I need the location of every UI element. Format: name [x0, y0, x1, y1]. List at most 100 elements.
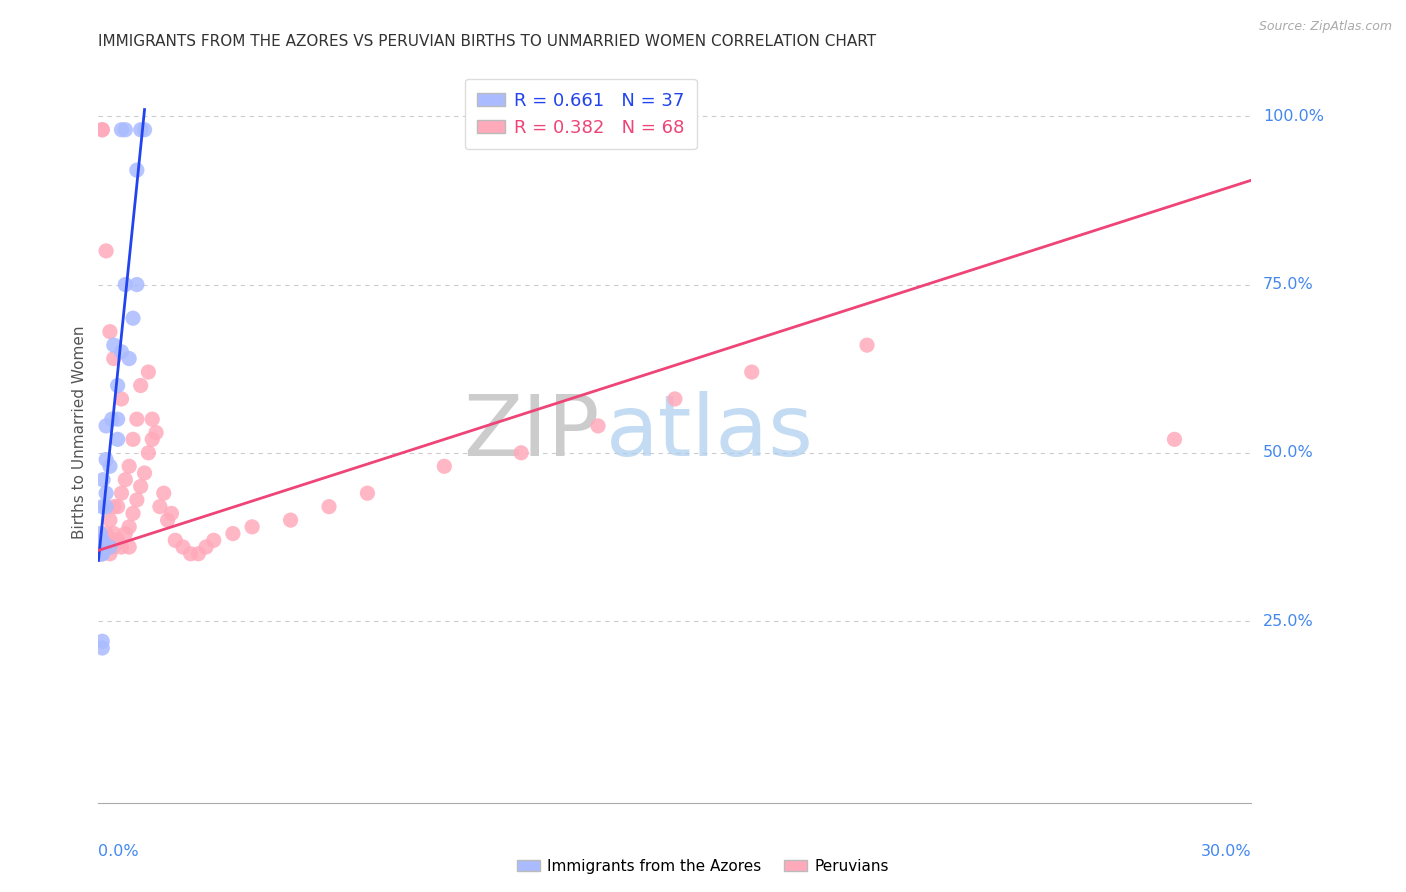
- Point: [134, 466, 156, 480]
- Point: [433, 459, 456, 474]
- Point: [103, 533, 125, 548]
- Point: [98, 459, 121, 474]
- Point: [152, 486, 174, 500]
- Point: [89, 526, 111, 541]
- Point: [125, 277, 148, 292]
- Point: [118, 520, 141, 534]
- Point: [89, 540, 111, 554]
- Point: [141, 412, 163, 426]
- Point: [160, 507, 183, 521]
- Point: [98, 547, 121, 561]
- Point: [94, 526, 117, 541]
- Point: [510, 446, 533, 460]
- Text: 0.0%: 0.0%: [98, 844, 139, 858]
- Text: IMMIGRANTS FROM THE AZORES VS PERUVIAN BIRTHS TO UNMARRIED WOMEN CORRELATION CHA: IMMIGRANTS FROM THE AZORES VS PERUVIAN B…: [98, 34, 876, 49]
- Point: [107, 500, 129, 514]
- Point: [125, 163, 148, 178]
- Point: [187, 547, 209, 561]
- Point: [93, 540, 115, 554]
- Point: [103, 338, 125, 352]
- Point: [90, 533, 112, 548]
- Point: [98, 325, 121, 339]
- Point: [94, 540, 117, 554]
- Point: [91, 500, 114, 514]
- Point: [91, 547, 114, 561]
- Point: [98, 540, 121, 554]
- Point: [134, 122, 156, 136]
- Point: [101, 412, 124, 426]
- Point: [195, 540, 218, 554]
- Point: [165, 533, 187, 548]
- Text: 25.0%: 25.0%: [1263, 614, 1313, 629]
- Point: [586, 418, 609, 433]
- Point: [1163, 433, 1185, 447]
- Point: [202, 533, 225, 548]
- Point: [122, 507, 145, 521]
- Point: [103, 500, 125, 514]
- Point: [98, 540, 121, 554]
- Text: atlas: atlas: [606, 391, 814, 475]
- Point: [356, 486, 378, 500]
- Point: [91, 540, 114, 554]
- Point: [91, 547, 114, 561]
- Point: [129, 479, 152, 493]
- Point: [149, 500, 172, 514]
- Point: [125, 492, 148, 507]
- Point: [94, 540, 117, 554]
- Point: [110, 486, 132, 500]
- Point: [107, 533, 129, 548]
- Point: [89, 547, 111, 561]
- Point: [125, 412, 148, 426]
- Point: [89, 547, 111, 561]
- Text: 100.0%: 100.0%: [1263, 109, 1324, 124]
- Point: [856, 338, 879, 352]
- Point: [138, 365, 160, 379]
- Point: [89, 547, 111, 561]
- Point: [89, 533, 111, 548]
- Y-axis label: Births to Unmarried Women: Births to Unmarried Women: [72, 326, 87, 540]
- Point: [91, 540, 114, 554]
- Point: [94, 418, 117, 433]
- Point: [122, 433, 145, 447]
- Point: [129, 122, 152, 136]
- Point: [118, 351, 141, 366]
- Point: [98, 513, 121, 527]
- Point: [89, 540, 111, 554]
- Point: [107, 378, 129, 392]
- Point: [91, 122, 114, 136]
- Point: [94, 540, 117, 554]
- Text: 50.0%: 50.0%: [1263, 445, 1313, 460]
- Point: [114, 526, 136, 541]
- Point: [90, 540, 112, 554]
- Point: [172, 540, 194, 554]
- Legend: Immigrants from the Azores, Peruvians: Immigrants from the Azores, Peruvians: [510, 853, 896, 880]
- Point: [90, 540, 112, 554]
- Text: Source: ZipAtlas.com: Source: ZipAtlas.com: [1258, 20, 1392, 33]
- Point: [114, 122, 136, 136]
- Point: [114, 277, 136, 292]
- Point: [240, 520, 263, 534]
- Text: ZIP: ZIP: [464, 391, 600, 475]
- Point: [103, 526, 125, 541]
- Point: [141, 433, 163, 447]
- Point: [145, 425, 167, 440]
- Point: [110, 122, 132, 136]
- Point: [118, 540, 141, 554]
- Point: [318, 500, 340, 514]
- Point: [180, 547, 202, 561]
- Point: [91, 540, 114, 554]
- Point: [107, 412, 129, 426]
- Point: [94, 500, 117, 514]
- Point: [107, 533, 129, 548]
- Point: [122, 311, 145, 326]
- Point: [89, 540, 111, 554]
- Point: [98, 540, 121, 554]
- Point: [114, 473, 136, 487]
- Point: [107, 533, 129, 548]
- Point: [741, 365, 763, 379]
- Point: [110, 344, 132, 359]
- Point: [107, 433, 129, 447]
- Point: [91, 640, 114, 655]
- Point: [91, 122, 114, 136]
- Text: 75.0%: 75.0%: [1263, 277, 1313, 292]
